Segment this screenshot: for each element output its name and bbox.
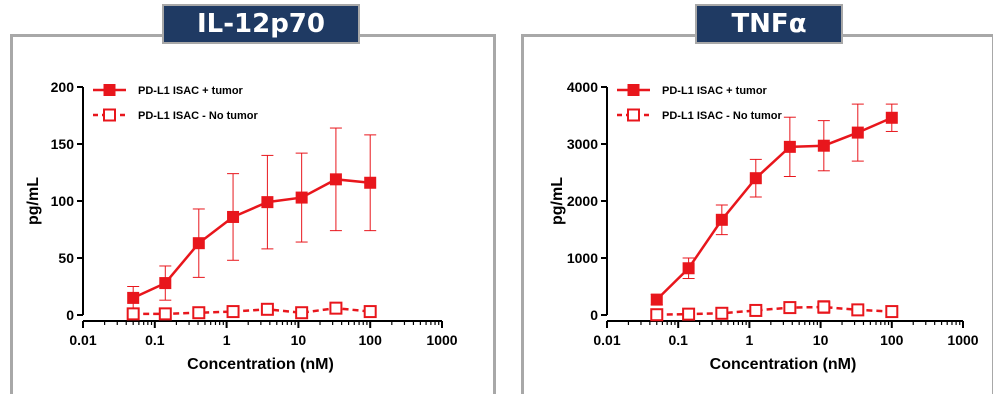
y-axis-label: pg/mL [25,177,42,225]
x-axis-label: Concentration (nM) [710,356,857,373]
legend-marker [103,108,116,122]
data-point [260,302,274,316]
legend-marker [627,108,640,122]
data-point [127,291,140,304]
x-tick-label: 1000 [947,332,978,348]
x-tick-label: 1000 [426,332,457,348]
data-point [682,307,696,321]
x-tick-label: 10 [291,332,307,348]
y-axis-label: pg/mL [549,177,566,225]
x-tick-label: 0.1 [145,332,165,348]
x-tick-label: 1 [746,332,754,348]
data-point [682,262,695,275]
x-axis-label: Concentration (nM) [187,356,334,373]
legend-marker [627,84,640,96]
data-point [363,305,377,319]
data-point [364,176,377,189]
data-point [817,139,830,152]
data-point [783,140,796,153]
data-point [329,301,343,315]
y-tick-label: 3000 [567,136,598,152]
x-tick-label: 100 [359,332,383,348]
data-point [885,305,899,319]
x-tick-label: 100 [880,332,904,348]
data-point [158,307,172,321]
data-point [817,300,831,314]
chart-title-left: IL-12p70 [162,4,360,44]
data-point [126,307,140,321]
legend-label: PD-L1 ISAC + tumor [662,85,768,97]
data-point [851,303,865,317]
data-point [650,293,663,306]
data-point [885,111,898,124]
legend-label: PD-L1 ISAC - No tumor [138,110,258,122]
data-point [295,191,308,204]
data-point [749,303,763,317]
data-point [650,308,664,322]
legend-marker [103,84,116,96]
chart-title-right: TNFα [695,4,843,44]
y-tick-label: 200 [51,79,75,95]
y-tick-label: 150 [51,136,75,152]
data-point [715,306,729,320]
data-point [851,126,864,139]
data-point [192,237,205,250]
x-tick-label: 0.01 [593,332,620,348]
y-tick-label: 0 [66,307,74,323]
data-point [295,306,309,320]
legend-label: PD-L1 ISAC + tumor [138,85,244,97]
y-tick-label: 1000 [567,250,598,266]
x-tick-label: 10 [813,332,829,348]
x-tick-label: 0.1 [668,332,688,348]
data-point [227,210,240,223]
y-tick-label: 2000 [567,193,598,209]
data-point [226,305,240,319]
data-point [715,213,728,226]
data-point [261,196,274,209]
y-tick-label: 0 [590,307,598,323]
data-point [329,173,342,186]
legend-label: PD-L1 ISAC - No tumor [662,110,782,122]
x-tick-label: 1 [223,332,231,348]
data-point [159,277,172,290]
data-point [192,306,206,320]
data-point [783,301,797,315]
data-point [749,172,762,185]
y-tick-label: 50 [58,250,74,266]
y-tick-label: 100 [51,193,75,209]
y-tick-label: 4000 [567,79,598,95]
x-tick-label: 0.01 [69,332,96,348]
